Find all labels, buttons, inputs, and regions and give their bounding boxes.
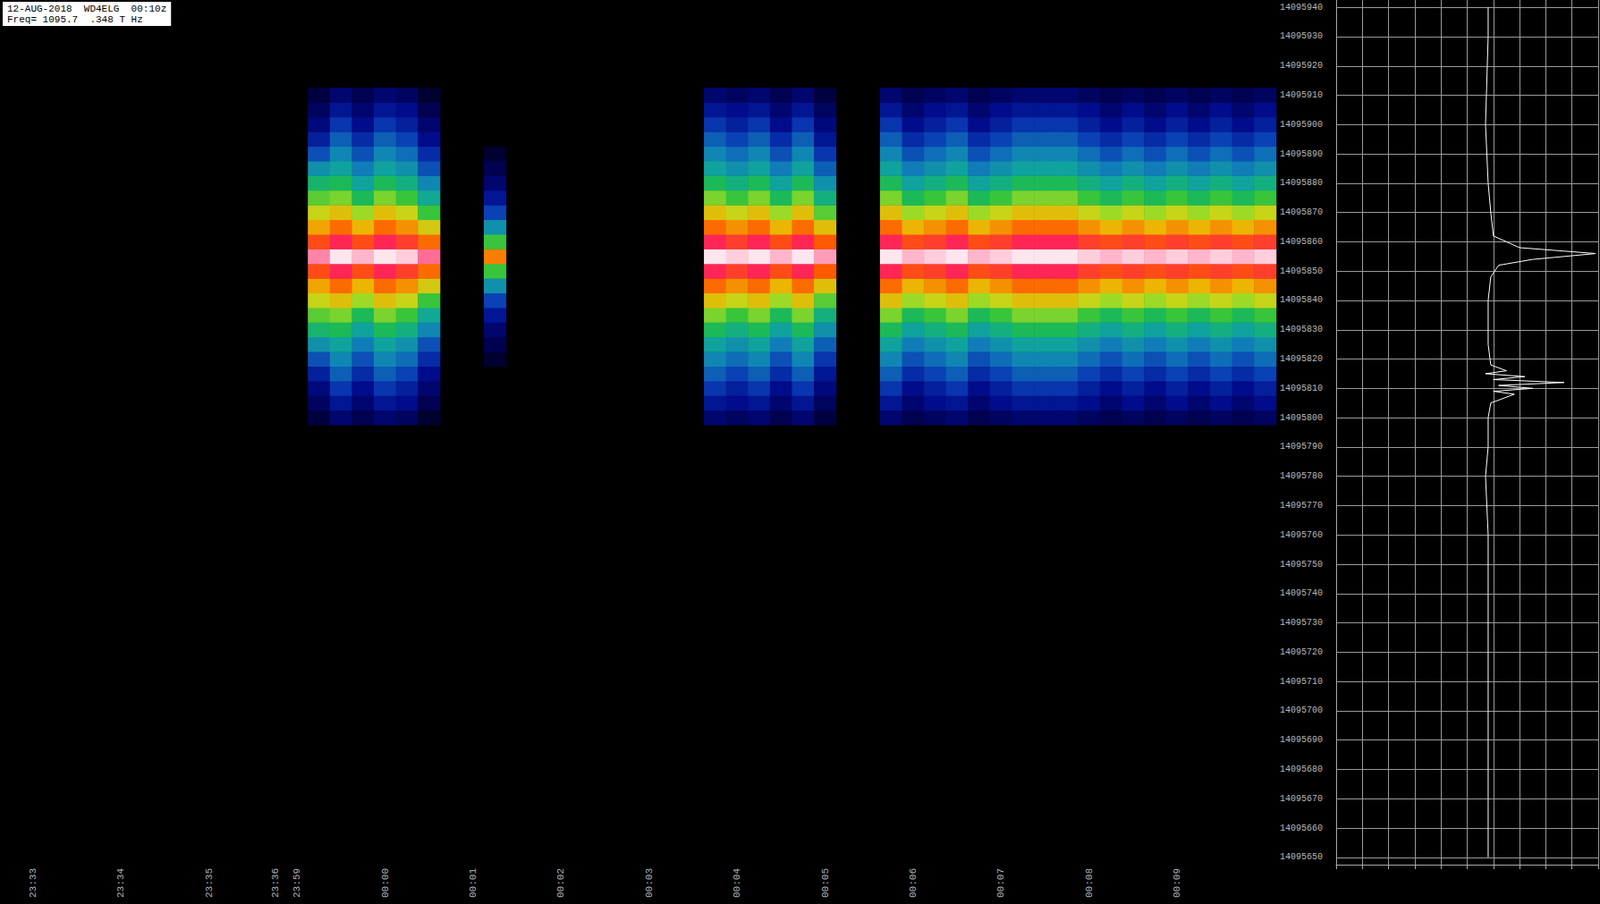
svg-text:00:00: 00:00 bbox=[380, 868, 391, 898]
svg-text:14095700: 14095700 bbox=[1279, 705, 1323, 716]
svg-text:00:01: 00:01 bbox=[467, 868, 479, 898]
svg-text:00:07: 00:07 bbox=[995, 868, 1007, 898]
svg-text:14095940: 14095940 bbox=[1279, 2, 1323, 13]
svg-text:00:09: 00:09 bbox=[1171, 868, 1183, 898]
svg-text:14095860: 14095860 bbox=[1279, 237, 1323, 247]
svg-text:14095660: 14095660 bbox=[1279, 823, 1323, 834]
svg-text:23:35: 23:35 bbox=[203, 868, 215, 898]
svg-text:14095680: 14095680 bbox=[1279, 764, 1323, 775]
svg-text:14095930: 14095930 bbox=[1279, 31, 1323, 42]
svg-text:00:08: 00:08 bbox=[1083, 868, 1095, 898]
svg-text:00:05: 00:05 bbox=[820, 868, 831, 898]
svg-text:14095710: 14095710 bbox=[1279, 677, 1323, 687]
svg-text:23:33: 23:33 bbox=[27, 868, 39, 898]
svg-text:14095800: 14095800 bbox=[1279, 413, 1323, 424]
svg-text:14095920: 14095920 bbox=[1279, 60, 1323, 71]
svg-text:14095750: 14095750 bbox=[1279, 559, 1323, 570]
svg-text:14095840: 14095840 bbox=[1279, 295, 1323, 305]
svg-text:14095900: 14095900 bbox=[1279, 119, 1323, 130]
svg-text:12-AUG-2018 WD4ELG 00:10z: 12-AUG-2018 WD4ELG 00:10z bbox=[7, 3, 167, 15]
svg-text:00:06: 00:06 bbox=[907, 868, 919, 898]
svg-text:14095880: 14095880 bbox=[1279, 177, 1323, 188]
svg-text:14095890: 14095890 bbox=[1279, 149, 1323, 160]
svg-text:23:34: 23:34 bbox=[115, 868, 127, 898]
svg-text:14095740: 14095740 bbox=[1279, 588, 1323, 599]
svg-text:14095820: 14095820 bbox=[1279, 354, 1323, 365]
svg-text:23:36: 23:36 bbox=[270, 868, 281, 898]
svg-text:14095730: 14095730 bbox=[1279, 617, 1323, 628]
svg-text:14095760: 14095760 bbox=[1279, 530, 1323, 541]
svg-text:Freq= 1095.7 .348 T Hz: Freq= 1095.7 .348 T Hz bbox=[7, 14, 144, 26]
svg-text:14095810: 14095810 bbox=[1279, 383, 1323, 394]
svg-text:14095670: 14095670 bbox=[1279, 794, 1323, 805]
svg-text:14095770: 14095770 bbox=[1279, 500, 1323, 511]
svg-text:14095910: 14095910 bbox=[1279, 90, 1323, 101]
svg-text:14095850: 14095850 bbox=[1279, 266, 1323, 277]
svg-text:00:02: 00:02 bbox=[555, 868, 567, 898]
svg-text:00:03: 00:03 bbox=[643, 868, 655, 898]
svg-text:14095870: 14095870 bbox=[1279, 207, 1323, 218]
svg-text:14095720: 14095720 bbox=[1279, 647, 1323, 658]
svg-text:14095690: 14095690 bbox=[1279, 735, 1323, 745]
svg-text:14095790: 14095790 bbox=[1279, 441, 1323, 452]
svg-text:14095830: 14095830 bbox=[1279, 324, 1323, 335]
svg-text:23:59: 23:59 bbox=[291, 868, 303, 898]
svg-text:14095650: 14095650 bbox=[1279, 852, 1323, 863]
svg-text:14095780: 14095780 bbox=[1279, 471, 1323, 482]
svg-text:00:04: 00:04 bbox=[731, 868, 743, 898]
